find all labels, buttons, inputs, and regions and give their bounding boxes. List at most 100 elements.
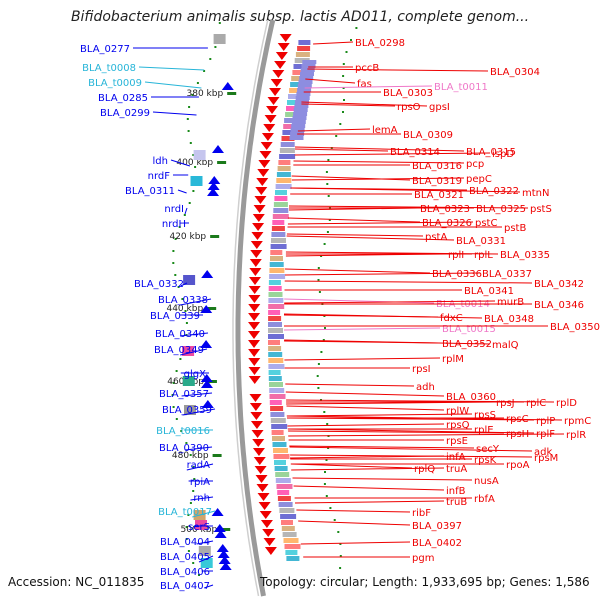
right-leader-line — [287, 217, 421, 223]
forward-gene-arrow — [200, 305, 213, 313]
feature-block — [269, 274, 286, 279]
reverse-gene-arrow — [259, 151, 272, 159]
gc-content-dot — [198, 574, 200, 576]
feature-block — [292, 70, 305, 75]
forward-gene-arrow — [219, 562, 232, 570]
feature-block — [284, 118, 300, 123]
gc-skew-dot — [339, 555, 342, 557]
forward-gene-arrow — [218, 556, 231, 564]
right-gene-label: gpsI — [429, 102, 450, 113]
feature-block — [268, 304, 285, 309]
gc-skew-dot — [327, 195, 330, 197]
feature-block — [213, 34, 226, 44]
feature-block — [193, 150, 206, 160]
ruler-tick — [210, 235, 220, 238]
gc-content-dot — [188, 106, 191, 108]
feature-block — [282, 532, 297, 537]
ruler-tick-label: 380 kbp — [187, 89, 224, 99]
right-gene-label: truB — [446, 497, 467, 508]
right-leader-line — [292, 477, 473, 481]
reverse-gene-arrow — [255, 187, 268, 195]
reverse-gene-arrow — [258, 502, 271, 510]
right-gene-label: infA — [446, 452, 466, 463]
left-gene-label: BLA_0349 — [154, 345, 204, 356]
right-gene-label: rpsQ — [446, 420, 470, 431]
left-gene-label: BLA_0285 — [98, 93, 148, 104]
right-gene-label: BLA_0335 — [500, 250, 550, 261]
left-gene-label: BLA_0390 — [159, 443, 209, 454]
reverse-gene-arrow — [254, 196, 267, 204]
reverse-gene-arrow — [274, 61, 287, 69]
left-gene-label: radA — [187, 460, 211, 471]
left-leader-line — [192, 510, 216, 518]
reverse-gene-arrow — [249, 268, 262, 276]
right-gene-label: rpoA — [506, 460, 530, 471]
reverse-gene-arrow — [266, 106, 279, 114]
right-gene-label: rplM — [442, 354, 464, 365]
gc-skew-dot — [325, 459, 328, 461]
reverse-gene-arrow — [248, 322, 261, 330]
gc-content-dot — [189, 454, 192, 456]
map-title: Bifidobacterium animalis subsp. lactis A… — [70, 9, 530, 25]
gc-skew-dot — [327, 159, 330, 161]
feature-block — [277, 166, 291, 171]
feature-block — [289, 88, 305, 93]
reverse-gene-arrow — [249, 403, 262, 411]
ruler-tick-label: 440 kbp — [166, 304, 203, 314]
left-gene-label: nrdH — [162, 219, 186, 230]
reverse-gene-arrow — [277, 43, 290, 51]
gc-skew-dot — [337, 531, 340, 533]
reverse-gene-arrow — [248, 376, 261, 384]
left-gene-label: BLA_0340 — [155, 329, 205, 340]
right-gene-label: rplP — [536, 416, 555, 427]
feature-block — [271, 238, 286, 243]
feature-block — [275, 190, 287, 195]
right-leader-line — [290, 187, 521, 193]
right-leader-line — [286, 405, 445, 411]
feature-block — [269, 262, 284, 267]
forward-gene-arrow — [207, 182, 220, 190]
reverse-gene-arrow — [264, 115, 277, 123]
gc-content-dot — [193, 478, 196, 480]
left-leader-line — [198, 555, 214, 563]
right-leader-line — [288, 433, 565, 437]
right-gene-label: truA — [446, 464, 467, 475]
feature-block — [268, 364, 285, 369]
feature-block — [274, 466, 288, 471]
right-leader-line — [296, 509, 411, 513]
feature-block — [279, 508, 295, 513]
feature-block — [272, 220, 285, 225]
protein-block — [295, 96, 310, 100]
left-leader-line — [170, 159, 191, 167]
feature-block — [268, 334, 284, 339]
reverse-gene-arrow — [272, 70, 285, 78]
gc-skew-dot — [355, 27, 358, 29]
right-gene-label: pstC — [475, 218, 497, 229]
right-leader-line — [288, 430, 505, 434]
left-leader-line — [152, 111, 197, 116]
right-leader-line — [300, 541, 411, 545]
feature-block — [271, 232, 286, 237]
protein-block — [297, 84, 312, 88]
protein-block — [290, 132, 305, 136]
gc-content-dot — [175, 418, 178, 420]
protein-block — [300, 72, 314, 76]
right-gene-label: BLA_0304 — [490, 67, 540, 78]
right-gene-label: rpsK — [474, 455, 497, 466]
left-leader-line — [179, 332, 209, 337]
right-leader-line — [288, 205, 529, 209]
protein-block — [293, 112, 308, 116]
feature-block — [200, 558, 213, 568]
forward-gene-arrow — [208, 176, 221, 184]
feature-block — [290, 82, 305, 87]
right-leader-line — [293, 485, 445, 491]
gc-content-dot — [186, 118, 189, 120]
left-gene-label: BLA_0407 — [160, 581, 210, 592]
feature-block — [276, 172, 291, 177]
right-leader-line — [298, 520, 411, 526]
gc-content-dot — [180, 430, 183, 432]
reverse-gene-arrow — [254, 466, 267, 474]
reverse-gene-arrow — [250, 241, 263, 249]
left-leader-line — [184, 207, 188, 215]
right-gene-label: rplW — [446, 406, 469, 417]
